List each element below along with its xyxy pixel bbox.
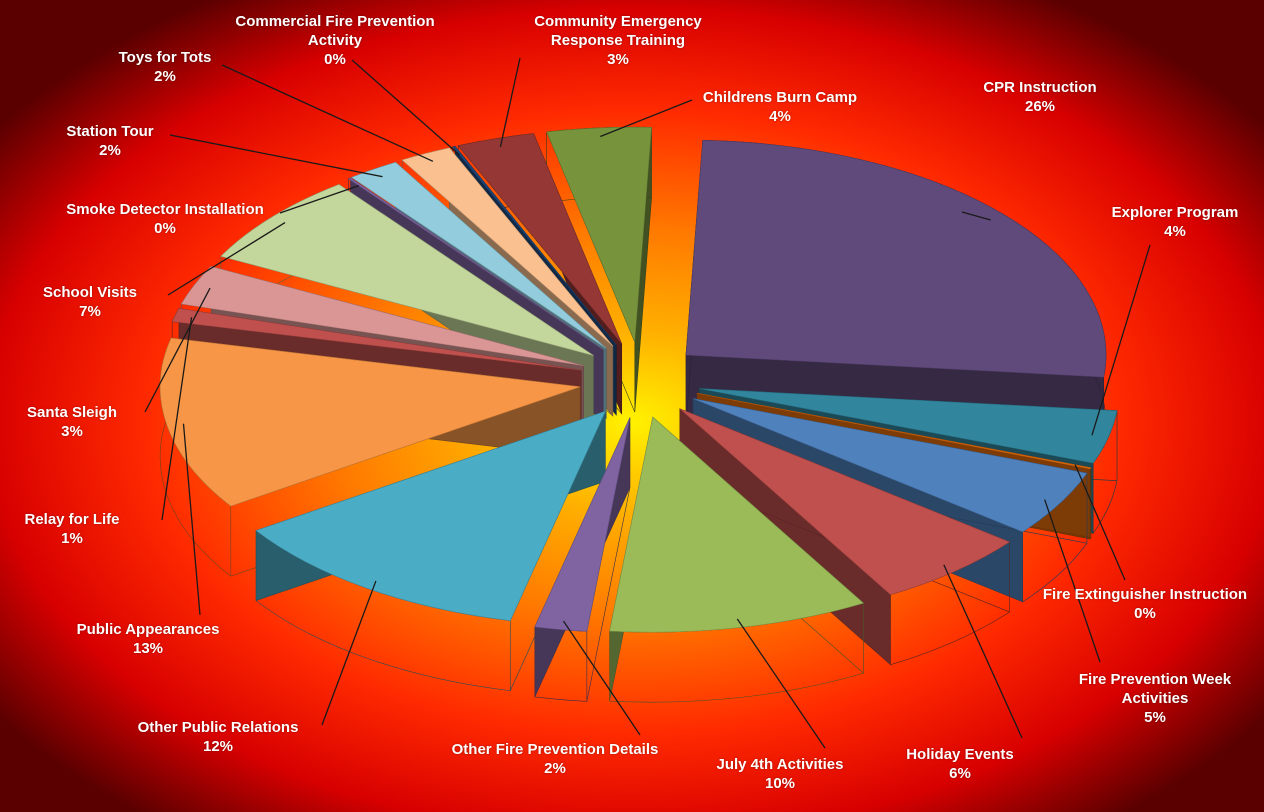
data-label: Smoke Detector Installation 0% xyxy=(66,200,264,238)
slice xyxy=(609,416,865,633)
category-label: Fire Extinguisher Instruction xyxy=(1042,586,1248,603)
category-label: Other Public Relations xyxy=(137,719,299,736)
category-label: Other Fire Prevention Details xyxy=(451,741,659,758)
slice xyxy=(220,184,594,356)
slice xyxy=(401,147,614,347)
data-label: Santa Sleigh 3% xyxy=(27,403,117,441)
data-label: Other Public Relations 12% xyxy=(138,718,299,756)
value-label: 3% xyxy=(607,51,629,68)
category-label: CPR Instruction xyxy=(983,79,1097,96)
data-label: Station Tour 2% xyxy=(66,122,153,160)
value-label: 12% xyxy=(202,738,234,755)
category-label: Fire Prevention Week Activities xyxy=(1078,671,1232,707)
data-label: Fire Extinguisher Instruction 0% xyxy=(1043,585,1247,623)
value-label: 26% xyxy=(1024,98,1056,115)
value-label: 2% xyxy=(154,68,176,85)
data-label: Relay for Life 1% xyxy=(24,510,119,548)
slice xyxy=(534,417,631,632)
value-label: 0% xyxy=(154,220,176,237)
data-label: Other Fire Prevention Details 2% xyxy=(452,740,659,778)
slice xyxy=(351,162,607,349)
category-label: School Visits xyxy=(43,284,137,301)
leader-line xyxy=(499,57,521,148)
slice xyxy=(457,133,622,344)
data-label: Explorer Program 4% xyxy=(1112,203,1239,241)
data-label: Holiday Events 6% xyxy=(906,745,1014,783)
value-label: 13% xyxy=(132,640,164,657)
data-label: Childrens Burn Camp 4% xyxy=(703,88,857,126)
leader-line xyxy=(943,564,1023,739)
slice xyxy=(452,146,617,346)
value-label: 1% xyxy=(61,530,83,547)
leader-line xyxy=(161,317,193,521)
leader-line xyxy=(182,423,201,616)
category-label: Smoke Detector Installation xyxy=(66,201,264,218)
leader-line xyxy=(736,618,826,749)
data-label: School Visits 7% xyxy=(43,283,137,321)
data-label: CPR Instruction 26% xyxy=(983,78,1096,116)
value-label: 0% xyxy=(1134,605,1156,622)
leader-lines xyxy=(144,57,1151,749)
leader-line xyxy=(169,134,383,178)
leader-line xyxy=(562,620,641,736)
data-label: Toys for Tots 2% xyxy=(119,48,212,86)
category-label: Childrens Burn Camp xyxy=(702,89,858,106)
slice xyxy=(546,126,652,343)
data-label: Commercial Fire Prevention Activity 0% xyxy=(215,12,455,69)
slice xyxy=(696,392,1092,470)
value-label: 4% xyxy=(769,108,791,125)
category-label: Holiday Events xyxy=(906,746,1014,763)
category-label: Relay for Life xyxy=(24,511,120,528)
leader-line xyxy=(1044,499,1101,663)
value-label: 4% xyxy=(1164,223,1186,240)
leader-line xyxy=(279,184,359,214)
leader-line xyxy=(1091,244,1151,436)
data-label: July 4th Activities 10% xyxy=(717,755,844,793)
leader-line xyxy=(221,64,434,162)
value-label: 5% xyxy=(1144,709,1166,726)
slice-tops xyxy=(159,126,1118,633)
category-label: Santa Sleigh xyxy=(26,404,118,421)
slice xyxy=(159,337,581,507)
value-label: 2% xyxy=(99,142,121,159)
data-label: Public Appearances 13% xyxy=(77,620,220,658)
leader-line xyxy=(961,211,991,221)
slice xyxy=(347,177,604,351)
category-label: Community Emergency Response Training xyxy=(534,13,702,49)
data-label: Fire Prevention Week Activities 5% xyxy=(1060,670,1250,727)
leader-line xyxy=(600,99,693,138)
value-label: 0% xyxy=(324,51,346,68)
value-label: 3% xyxy=(61,423,83,440)
category-label: Public Appearances xyxy=(76,621,220,638)
category-label: Station Tour xyxy=(66,123,154,140)
slice xyxy=(679,408,1011,596)
leader-line xyxy=(321,580,377,726)
category-label: July 4th Activities xyxy=(716,756,844,773)
slice xyxy=(180,266,584,367)
leader-line xyxy=(1074,464,1126,581)
category-label: Toys for Tots xyxy=(118,49,212,66)
slice xyxy=(685,139,1107,378)
slice xyxy=(255,410,606,621)
leader-line xyxy=(351,59,460,156)
value-label: 6% xyxy=(949,765,971,782)
leader-line xyxy=(144,287,211,413)
value-label: 2% xyxy=(544,760,566,777)
value-label: 7% xyxy=(79,303,101,320)
slice xyxy=(171,308,582,371)
value-label: 10% xyxy=(764,775,796,792)
data-label: Community Emergency Response Training 3% xyxy=(508,12,728,69)
leader-line xyxy=(167,222,286,296)
category-label: Commercial Fire Prevention Activity xyxy=(235,13,435,49)
category-label: Explorer Program xyxy=(1111,204,1239,221)
slice xyxy=(692,398,1088,533)
slice xyxy=(699,388,1118,464)
